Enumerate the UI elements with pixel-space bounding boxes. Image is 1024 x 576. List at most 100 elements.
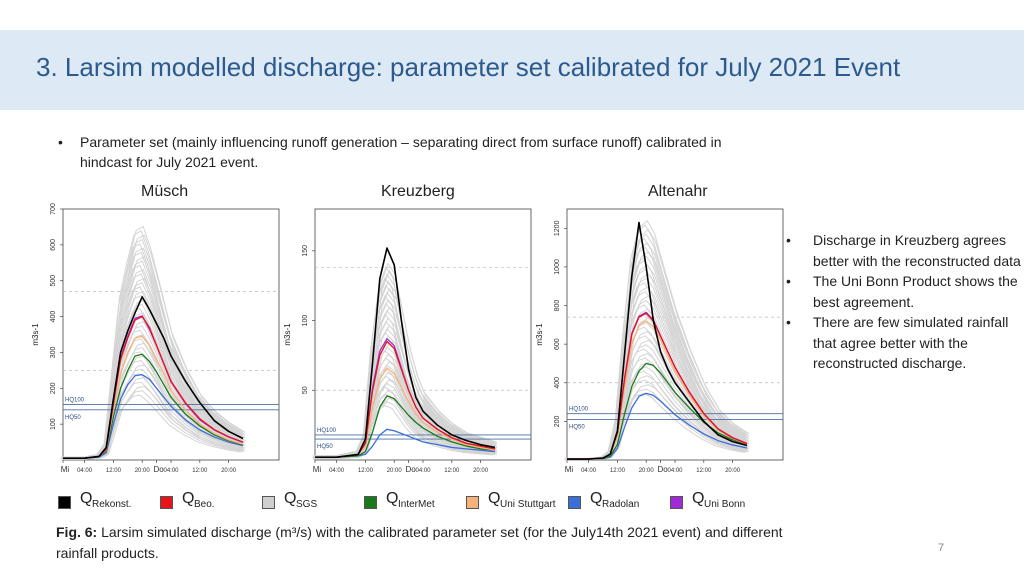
x-tick-label: 12:00 [696, 468, 712, 474]
y-axis-label: m3s-1 [283, 323, 292, 346]
sgs-ensemble-line [312, 276, 493, 457]
x-tick-label: 12:00 [610, 468, 626, 474]
x-tick-label: 04:00 [415, 468, 431, 474]
note-text: Discharge in Kreuzberg agrees better wit… [813, 232, 1021, 269]
title-bar [0, 30, 1024, 110]
y-tick-label: 400 [50, 311, 57, 323]
y-tick-label: 200 [554, 415, 561, 427]
y-tick-label: 100 [50, 418, 57, 430]
legend-swatch [466, 496, 479, 509]
series-line-intermet [63, 353, 244, 459]
legend-q: Q [284, 490, 297, 507]
x-tick-label: Do [153, 465, 164, 474]
hq-label: HQ50 [569, 424, 585, 430]
caption-text: Larsim simulated discharge (m³/s) with t… [56, 524, 783, 561]
x-tick-label: 20:00 [135, 468, 151, 474]
hq-label: HQ100 [317, 428, 337, 434]
x-tick-label: 04:00 [581, 468, 597, 474]
x-tick-label: 12:00 [106, 468, 122, 474]
x-tick-label: 20:00 [725, 468, 741, 474]
legend-q: Q [590, 490, 603, 507]
legend-sub: Uni Stuttgart [500, 499, 556, 510]
notes-list: • Discharge in Kreuzberg agrees better wi… [786, 230, 1022, 374]
x-tick-label: Do [405, 465, 416, 474]
page-number: 7 [938, 542, 945, 554]
y-tick-label: 100 [302, 315, 309, 327]
legend-q: Q [488, 490, 501, 507]
series-line-beo- [315, 340, 496, 458]
hq-label: HQ50 [65, 415, 81, 421]
legend-sub: Uni Bonn [704, 499, 746, 510]
hq-label: HQ100 [569, 407, 589, 413]
legend-q: Q [692, 490, 705, 507]
y-tick-label: 500 [50, 275, 57, 287]
x-tick-label: 04:00 [163, 468, 179, 474]
y-axis-label: m3s-1 [535, 323, 544, 346]
bullet-dot: • [58, 134, 63, 150]
series-line-radolan [315, 428, 496, 458]
hq-label: HQ50 [317, 444, 333, 450]
slide-title: 3. Larsim modelled discharge: parameter … [36, 52, 901, 82]
x-tick-label: Do [657, 465, 668, 474]
x-tick-label: 12:00 [444, 468, 460, 474]
bullet-dot: • [786, 273, 791, 289]
x-tick-label: 04:00 [329, 468, 345, 474]
intro-bullet-text: Parameter set (mainly influencing runoff… [80, 134, 722, 170]
y-tick-label: 1200 [554, 220, 561, 236]
y-tick-label: 600 [50, 239, 57, 251]
chart-title-musch: Müsch [141, 183, 189, 200]
y-tick-label: 800 [554, 300, 561, 312]
sgs-ensemble-line [61, 230, 243, 458]
y-tick-label: 300 [50, 346, 57, 358]
legend-sub: Radolan [602, 499, 640, 510]
note-text: The Uni Bonn Product shows the best agre… [813, 273, 1018, 310]
legend-swatch [670, 496, 683, 509]
x-tick-label: Mi [313, 465, 322, 474]
legend-swatch [160, 496, 173, 509]
legend-swatch [262, 496, 275, 509]
x-tick-label: 12:00 [192, 468, 208, 474]
bullet-dot: • [786, 232, 791, 248]
note-item: • Discharge in Kreuzberg agrees better wi… [786, 230, 1022, 271]
x-tick-label: 12:00 [358, 468, 374, 474]
chart-title-altenahr: Altenahr [648, 183, 708, 200]
bullet-dot: • [786, 314, 791, 330]
y-axis-label: m3s-1 [31, 323, 40, 346]
note-item: • The Uni Bonn Product shows the best agr… [786, 271, 1022, 312]
x-tick-label: Mi [61, 465, 70, 474]
legend-swatch [58, 496, 71, 509]
x-tick-label: Mi [565, 465, 574, 474]
legend-sub: Rekonst. [92, 499, 132, 510]
series-line-rekonst- [63, 296, 244, 460]
series-line-rekonst- [315, 247, 496, 459]
x-tick-label: 20:00 [473, 468, 489, 474]
legend-swatch [364, 496, 377, 509]
chart-title-kreuzberg: Kreuzberg [381, 183, 455, 200]
series-line-uni-stuttgart [315, 367, 496, 458]
sgs-ensemble-line [568, 219, 749, 459]
legend-q: Q [80, 490, 93, 507]
hq-label: HQ100 [65, 397, 85, 403]
chart-musch: HQ100 HQ50 100 200 300 400 500 600 700 m3s-1 Mi 04:… [31, 203, 280, 474]
y-tick-label: 1000 [554, 259, 561, 275]
y-tick-label: 200 [50, 382, 57, 394]
note-text: There are few simulated rainfall that ag… [813, 314, 1009, 371]
x-tick-label: 04:00 [77, 468, 93, 474]
chart-altenahr: HQ100 HQ50 200 400 600 800 1000 1200 m3s-1 Mi 04:0… [535, 208, 784, 474]
x-tick-label: 20:00 [639, 468, 655, 474]
x-tick-label: 20:00 [387, 468, 403, 474]
legend-sub: InterMet [398, 499, 435, 510]
series-line-beo- [63, 315, 244, 459]
x-tick-label: 04:00 [667, 468, 683, 474]
legend-sub: SGS [296, 499, 318, 510]
y-tick-label: 150 [302, 245, 309, 257]
series-line-rekonst- [567, 221, 748, 460]
y-tick-label: 400 [554, 377, 561, 389]
caption-label: Fig. 6: [56, 524, 98, 540]
series-line-intermet [315, 395, 496, 458]
legend-swatch [568, 496, 581, 509]
legend-q: Q [182, 490, 195, 507]
legend-q: Q [386, 490, 399, 507]
y-tick-label: 600 [554, 338, 561, 350]
